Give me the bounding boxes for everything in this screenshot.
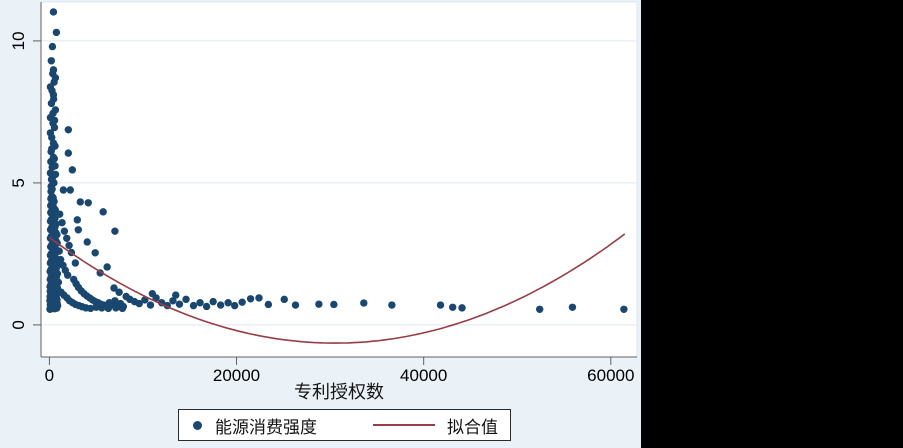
x-tick-label: 20000 [213, 366, 260, 385]
scatter-point [47, 57, 55, 65]
scatter-point [86, 304, 95, 313]
x-tick-label: 0 [45, 366, 54, 385]
scatter-point [246, 295, 255, 303]
legend-label-fit: 拟合值 [447, 417, 498, 437]
scatter-point [238, 298, 246, 306]
scatter-point [175, 300, 184, 308]
scatter-point [115, 288, 123, 296]
y-tick-label: 0 [9, 320, 28, 329]
y-tick-label: 10 [9, 31, 28, 50]
scatter-point [58, 218, 66, 227]
scatter-point [360, 299, 368, 307]
scatter-point [146, 301, 155, 309]
scatter-point [152, 294, 160, 302]
scatter-point [71, 259, 80, 267]
scatter-point [48, 133, 56, 142]
scatter-point [63, 234, 71, 242]
scatter-point [54, 278, 63, 287]
stata-graph-figure: 0 5 10 0 20000 40000 60000 专利授权数 能源消费强度 拟合值 [0, 0, 641, 448]
scatter-point [55, 247, 63, 255]
scatter-point [65, 241, 73, 250]
scatter-point [47, 147, 55, 156]
scatter-point [49, 193, 57, 202]
scatter-point [64, 149, 73, 157]
scatter-point [189, 301, 198, 310]
scatter-point [66, 186, 74, 194]
scatter-point [620, 305, 628, 313]
scatter-point [83, 238, 91, 246]
scatter-point [182, 295, 190, 304]
scatter-point [51, 214, 59, 223]
scatter-point [103, 263, 111, 271]
x-tick-label: 60000 [587, 366, 634, 385]
scatter-point [224, 299, 232, 307]
scatter-point [535, 305, 544, 313]
scatter-point [330, 300, 338, 309]
legend-box: 能源消费强度 拟合值 [178, 409, 511, 441]
scatter-point [98, 304, 106, 312]
scatter-point [112, 304, 120, 312]
scatter-point [436, 301, 445, 309]
scatter-point [73, 216, 82, 224]
fit-curve [48, 233, 626, 344]
scatter-point [50, 179, 58, 187]
plot-region-background [41, 2, 637, 357]
scatter-point [216, 301, 225, 309]
scatter-point [60, 227, 69, 235]
scatter-point [388, 301, 396, 309]
scatter-point [448, 303, 457, 311]
x-tick-label: 40000 [400, 366, 447, 385]
scatter-point [64, 126, 73, 134]
scatter-point [104, 304, 113, 313]
scatter-point [255, 294, 263, 302]
scatter-point [84, 199, 92, 207]
scatter-point [56, 210, 64, 218]
scatter-point [59, 186, 68, 194]
scatter-point [280, 295, 288, 304]
fit-line-icon [373, 424, 435, 426]
scatter-point [264, 300, 273, 309]
scatter-point [99, 208, 107, 216]
scatter-point [230, 301, 239, 310]
scatter-point [56, 255, 65, 264]
scatter-point [196, 299, 204, 307]
scatter-point [315, 300, 323, 308]
scatter-point [135, 299, 143, 308]
scatter-point [49, 8, 58, 16]
scatter-point [172, 291, 180, 299]
legend-label-scatter: 能源消费强度 [215, 417, 317, 437]
scatter-point [68, 166, 77, 174]
scatter-point [92, 303, 100, 311]
scatter-point [202, 302, 211, 311]
black-filler-region [641, 0, 903, 448]
scatter-point [209, 297, 217, 306]
scatter-point [291, 301, 300, 309]
y-tick-label: 5 [9, 178, 28, 187]
scatter-point [76, 198, 84, 206]
scatter-point [50, 123, 59, 132]
scatter-point [52, 28, 61, 37]
scatter-point [568, 303, 577, 311]
scatter-point [47, 99, 56, 108]
scatter-point [169, 297, 177, 305]
scatter-marker-icon [193, 420, 202, 430]
scatter-point [53, 230, 61, 239]
plot-area: 0 5 10 0 20000 40000 60000 [9, 1, 638, 385]
scatter-point [91, 249, 99, 257]
scatter-point [458, 304, 466, 312]
scatter-point [111, 227, 119, 235]
scatter-point [119, 302, 128, 311]
scatter-point [74, 226, 82, 234]
scatter-point [110, 284, 118, 292]
scatter-point [48, 163, 56, 171]
x-axis-title: 专利授权数 [294, 382, 384, 402]
scatter-point [63, 271, 72, 279]
scatter-point [48, 42, 57, 51]
